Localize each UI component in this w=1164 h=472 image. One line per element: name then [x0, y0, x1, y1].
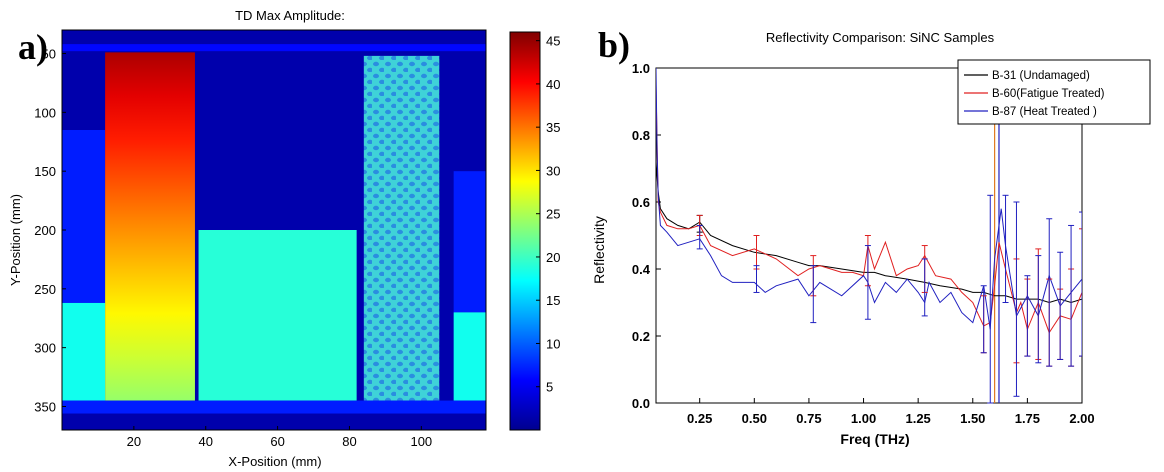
- colorbar-tick-label: 5: [546, 380, 553, 395]
- reflectivity-y-tick-label: 0.8: [632, 128, 650, 143]
- colorbar-tick-label: 10: [546, 336, 560, 351]
- heatmap-x-tick-label: 60: [270, 434, 284, 449]
- heatmap-y-tick-label: 200: [34, 223, 56, 238]
- heatmap-chart: 20 40 60 80 100 50 100 150 200 250 300 350 X-Posit…: [8, 29, 560, 469]
- heatmap-region-dotted-sample: [363, 55, 440, 401]
- heatmap-region-right-step: [453, 312, 486, 401]
- legend-label-0: B-31 (Undamaged): [992, 70, 1090, 82]
- error-bar: [1057, 251, 1064, 360]
- error-bar: [1013, 201, 1020, 397]
- colorbar-tick-label: 30: [546, 163, 560, 178]
- heatmap-y-tick-label: 150: [34, 164, 56, 179]
- reflectivity-x-tick-label: 0.50: [742, 411, 767, 426]
- series-line-1: [656, 84, 1082, 334]
- heatmap-region-top-band: [62, 44, 486, 52]
- heatmap-y-tick-label: 100: [34, 105, 56, 120]
- legend-label-2: B-87 (Heat Treated ): [992, 106, 1097, 118]
- heatmap-y-tick-label: 50: [42, 47, 56, 62]
- reflectivity-y-tick-label: 0.6: [632, 195, 650, 210]
- error-bar: [921, 258, 928, 317]
- reflectivity-x-tick-label: 1.75: [1015, 411, 1040, 426]
- error-bar: [980, 285, 987, 354]
- reflectivity-y-axis-label: Reflectivity: [591, 216, 607, 284]
- error-bar: [1068, 224, 1075, 367]
- reflectivity-y-tick-label: 0.0: [632, 396, 650, 411]
- colorbar-tick-label: 40: [546, 77, 560, 92]
- reflectivity-x-tick-label: 0.25: [687, 411, 712, 426]
- heatmap-x-tick-label: 100: [410, 434, 432, 449]
- error-bar: [1024, 275, 1031, 357]
- error-bar: [1046, 218, 1053, 367]
- error-bar: [1002, 194, 1009, 303]
- heatmap-region-green-block: [198, 230, 357, 401]
- error-bar: [987, 194, 994, 404]
- heatmap-x-tick-label: 20: [127, 434, 141, 449]
- reflectivity-title: Reflectivity Comparison: SiNC Samples: [765, 30, 995, 45]
- error-bar: [810, 265, 817, 324]
- legend: B-31 (Undamaged) B-60(Fatigue Treated) B-8…: [957, 59, 1151, 125]
- colorbar-tick-label: 15: [546, 293, 560, 308]
- heatmap-x-tick-label: 40: [198, 434, 212, 449]
- reflectivity-y-tick-label: 0.2: [632, 329, 650, 344]
- heatmap-x-axis-label: X-Position (mm): [228, 454, 321, 469]
- error-bar: [1035, 255, 1042, 364]
- heatmap-region-left-step: [62, 302, 106, 401]
- reflectivity-x-tick-label: 1.25: [905, 411, 930, 426]
- colorbar-tick-label: 35: [546, 120, 560, 135]
- heatmap-region-left-slab: [62, 130, 106, 303]
- reflectivity-x-tick-label: 0.75: [796, 411, 821, 426]
- reflectivity-y-tick-label: 1.0: [632, 61, 650, 76]
- heatmap-y-axis-label: Y-Position (mm): [8, 194, 23, 286]
- reflectivity-chart: 0.25 0.50 0.75 1.00 1.25 1.50 1.75 2.00 0.0 0.2 0.…: [591, 59, 1151, 447]
- reflectivity-x-axis-label: Freq (THz): [840, 431, 909, 447]
- reflectivity-y-tick-label: 0.4: [632, 262, 651, 277]
- colorbar-tick-label: 20: [546, 250, 560, 265]
- legend-label-1: B-60(Fatigue Treated): [992, 88, 1105, 100]
- heatmap-region-bottom-band: [62, 400, 486, 414]
- heatmap-region-right-slab: [453, 171, 486, 313]
- panel-label-b: b): [598, 25, 631, 65]
- error-bar: [696, 224, 703, 250]
- heatmap-title: TD Max Amplitude:: [235, 8, 345, 23]
- reflectivity-x-tick-label: 1.00: [851, 411, 876, 426]
- heatmap-y-tick-label: 250: [34, 282, 56, 297]
- error-bar: [1079, 211, 1082, 357]
- legend-frame: [957, 59, 1151, 125]
- error-bar: [864, 245, 871, 320]
- series-line-0: [656, 161, 1082, 304]
- heatmap-y-tick-label: 300: [34, 341, 56, 356]
- reflectivity-x-tick-label: 2.00: [1069, 411, 1094, 426]
- heatmap-region-gradient-sample: [105, 52, 195, 401]
- error-bar: [753, 265, 760, 293]
- colorbar-tick-label: 45: [546, 34, 560, 49]
- heatmap-x-tick-label: 80: [342, 434, 356, 449]
- reflectivity-x-tick-label: 1.50: [960, 411, 985, 426]
- panel-label-a: a): [18, 27, 48, 67]
- colorbar: [509, 31, 541, 431]
- heatmap-y-tick-label: 350: [34, 399, 56, 414]
- colorbar-tick-label: 25: [546, 207, 560, 222]
